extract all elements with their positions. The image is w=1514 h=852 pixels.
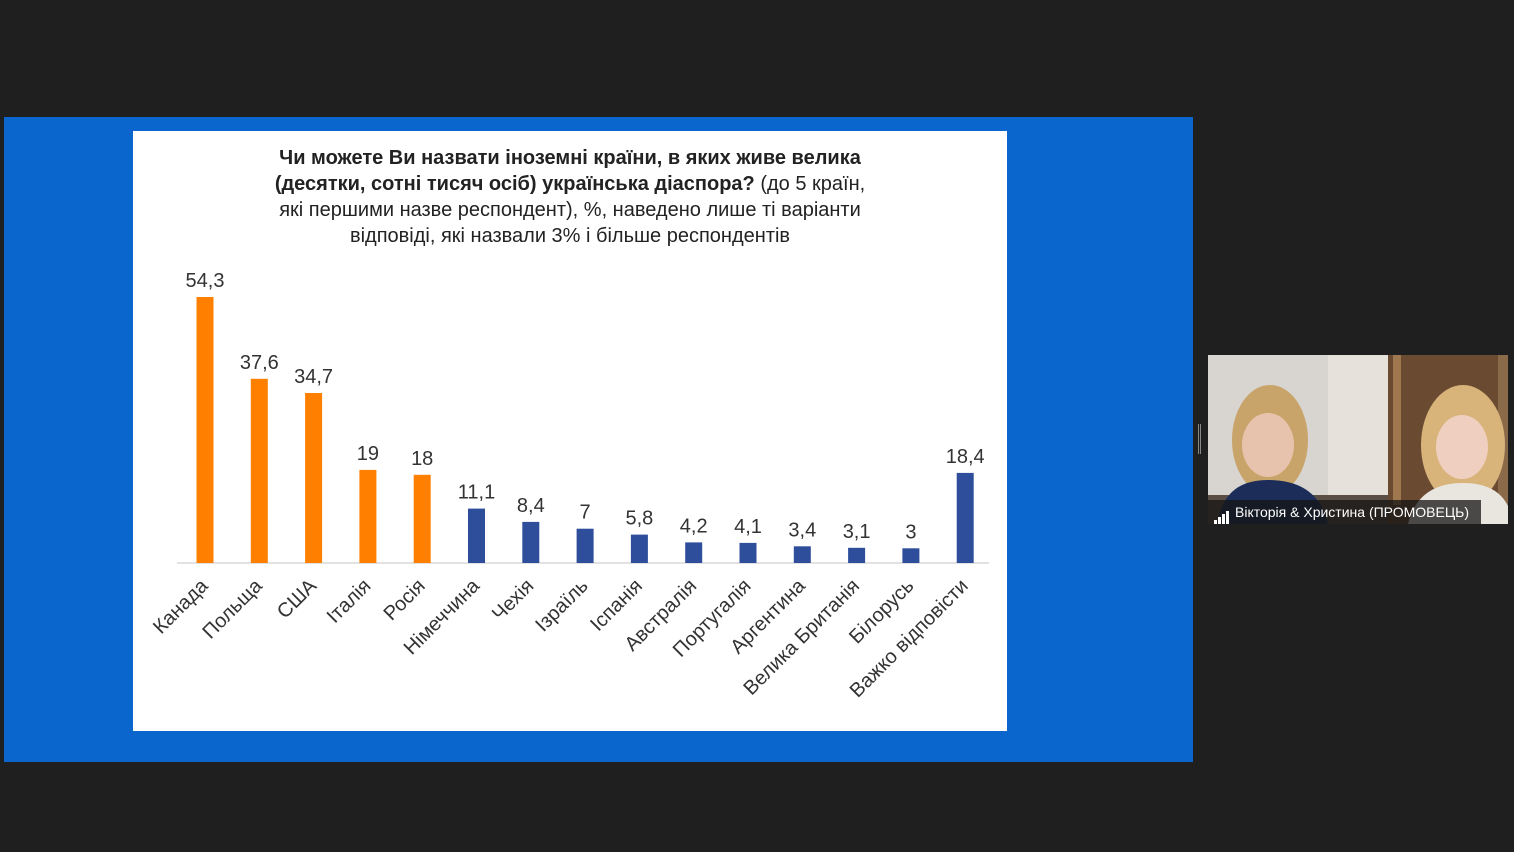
bar-value-label: 34,7 [294, 366, 333, 388]
category-label: Росія [380, 575, 430, 625]
bar [848, 547, 866, 563]
presentation-slide: Чи можете Ви назвати іноземні країни, в … [133, 131, 1007, 731]
bar-value-label: 3,1 [843, 521, 871, 543]
participant-video-feed [1208, 355, 1508, 524]
bar [250, 378, 268, 563]
bar-value-label: 18 [411, 448, 433, 470]
title-line-2-bold: (десятки, сотні тисяч осіб) українська д… [274, 173, 755, 195]
signal-bars-icon [1214, 501, 1230, 524]
bar-value-label: 54,3 [186, 270, 225, 292]
category-label: Польща [198, 574, 267, 643]
bar-value-label: 3 [905, 521, 916, 543]
bar [576, 528, 594, 563]
bar [902, 548, 920, 563]
bar-value-label: 8,4 [517, 495, 545, 517]
slide-title: Чи можете Ви назвати іноземні країни, в … [133, 145, 1007, 249]
panel-resize-handle[interactable] [1198, 424, 1202, 454]
bar-value-label: 3,4 [788, 519, 816, 541]
screen-share-area: Чи можете Ви назвати іноземні країни, в … [4, 117, 1193, 762]
bar [359, 469, 377, 563]
bar [522, 521, 540, 563]
bar [685, 542, 703, 563]
title-line-4: відповіді, які назвали 3% і більше респо… [349, 225, 791, 247]
category-label: Чехія [488, 575, 538, 625]
bar-value-label: 4,1 [734, 516, 762, 538]
bar [793, 546, 811, 563]
category-label: Ізраїль [531, 575, 592, 636]
title-line-1: Чи можете Ви назвати іноземні країни, в … [279, 147, 861, 169]
bar [413, 474, 431, 563]
bar [196, 297, 214, 563]
bar-chart: 54,3Канада37,6Польща34,7США19Італія18Рос… [149, 270, 989, 702]
participant-video-tile[interactable]: Вікторія & Христина (ПРОМОВЕЦЬ) [1208, 355, 1508, 524]
bar-value-label: 11,1 [458, 482, 495, 504]
category-label: США [273, 575, 322, 624]
bar-value-label: 5,8 [625, 508, 653, 530]
category-label: Італія [323, 575, 376, 628]
participant-name: Вікторія & Христина (ПРОМОВЕЦЬ) [1235, 504, 1470, 520]
bar-value-label: 19 [357, 443, 379, 465]
title-line-2-rest: (до 5 країн, [754, 173, 866, 195]
bar-value-label: 7 [580, 502, 591, 524]
bar [468, 508, 485, 563]
bar [305, 393, 323, 563]
title-line-3: які першими назве респондент), %, наведе… [279, 199, 861, 221]
participant-name-bar: Вікторія & Христина (ПРОМОВЕЦЬ) [1208, 500, 1482, 524]
bar [630, 534, 648, 563]
bar-value-label: 4,2 [680, 515, 708, 537]
bar-value-label: 18,4 [946, 446, 985, 468]
bar [739, 542, 757, 563]
bar [956, 472, 974, 563]
bar-value-label: 37,6 [240, 352, 279, 374]
